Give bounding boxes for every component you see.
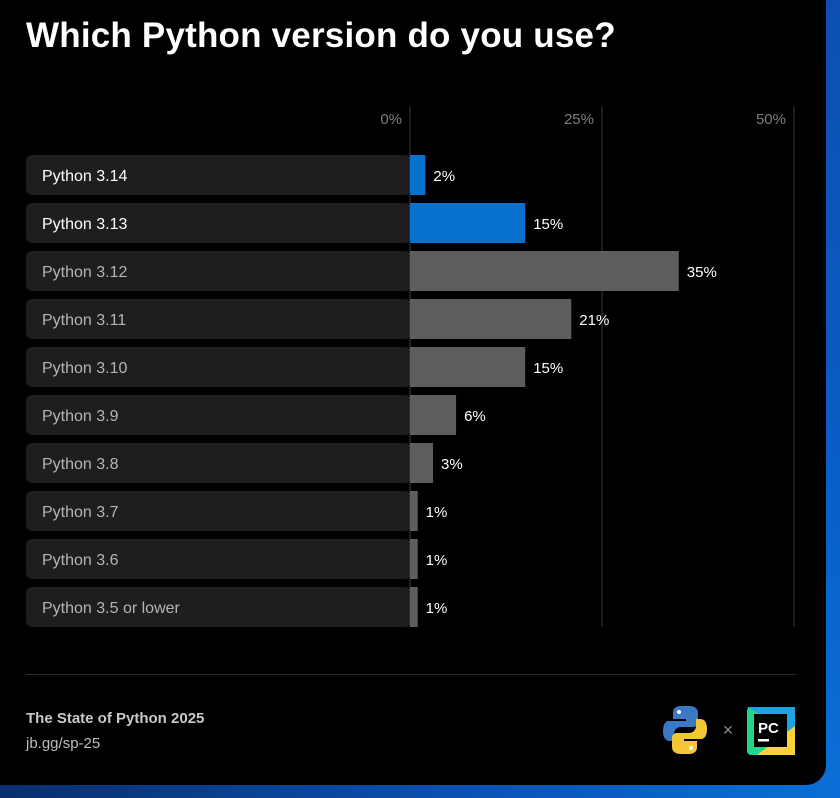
value-label: 15% [533, 216, 563, 233]
bar [410, 203, 526, 243]
bar [410, 155, 426, 195]
category-label: Python 3.11 [42, 312, 126, 329]
value-label: 1% [426, 552, 448, 569]
bar [410, 587, 418, 627]
row-background [26, 251, 411, 291]
footer-brand: The State of Python 2025 [26, 710, 205, 727]
row-background [26, 203, 411, 243]
value-label: 2% [433, 168, 455, 185]
row-background [26, 587, 411, 627]
value-label: 1% [426, 600, 448, 617]
row-background [26, 155, 411, 195]
bar [410, 395, 457, 435]
page-title: Which Python version do you use? [26, 16, 616, 55]
category-label: Python 3.10 [42, 360, 128, 377]
category-label: Python 3.5 or lower [42, 600, 181, 617]
row-background [26, 395, 411, 435]
bar-chart: 0% 25% 50% Python 3.14 2% Python 3.13 15% Pytho… [26, 106, 795, 627]
bar [410, 299, 572, 339]
bar [410, 443, 434, 483]
python-logo-icon [663, 706, 707, 754]
bar [410, 539, 418, 579]
category-label: Python 3.12 [42, 264, 128, 281]
footer-logos: × PC [663, 706, 795, 755]
value-label: 15% [533, 360, 563, 377]
category-label: Python 3.9 [42, 408, 119, 425]
row-background [26, 539, 411, 579]
pycharm-logo-icon: PC [747, 707, 795, 755]
footer-divider [26, 674, 796, 675]
bar [410, 347, 526, 387]
bar [410, 491, 418, 531]
tick-label: 50% [756, 111, 786, 128]
row-background [26, 491, 411, 531]
footer-link[interactable]: jb.gg/sp-25 [26, 735, 101, 752]
category-label: Python 3.7 [42, 504, 119, 521]
bar [410, 251, 679, 291]
value-label: 1% [426, 504, 448, 521]
category-label: Python 3.8 [42, 456, 119, 473]
value-label: 3% [441, 456, 463, 473]
category-label: Python 3.14 [42, 168, 128, 185]
chart-card: Which Python version do you use? 0% 25% 50… [0, 0, 826, 785]
row-background [26, 347, 411, 387]
value-label: 21% [579, 312, 609, 329]
category-label: Python 3.13 [42, 216, 128, 233]
value-label: 35% [687, 264, 717, 281]
value-label: 6% [464, 408, 486, 425]
category-label: Python 3.6 [42, 552, 119, 569]
logo-separator: × [723, 720, 734, 740]
tick-label: 25% [564, 111, 594, 128]
row-background [26, 443, 411, 483]
pycharm-logo-text: PC [758, 720, 779, 737]
tick-label: 0% [380, 111, 402, 128]
row-background [26, 299, 411, 339]
